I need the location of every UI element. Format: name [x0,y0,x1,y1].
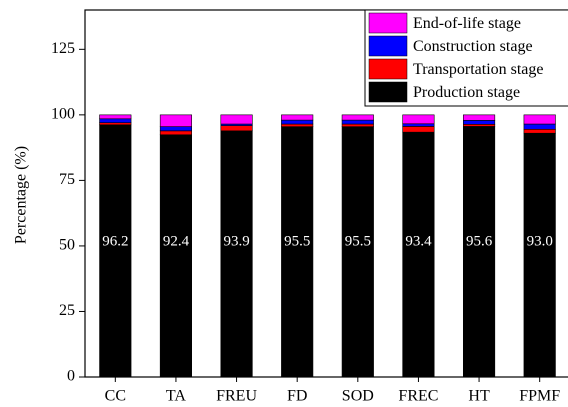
x-tick-label: TA [166,388,186,405]
value-label: 93.0 [527,233,553,249]
bar-segment [402,126,435,133]
bar-segment [281,114,314,121]
x-tick-label: FPMF [519,388,560,405]
bar-segment [402,131,435,378]
value-label: 95.5 [284,233,310,249]
x-tick-label: CC [105,388,126,405]
bar-segment [159,126,193,132]
bar-segment [462,126,496,378]
y-tick-label: 0 [67,368,75,385]
value-label: 96.2 [102,233,128,249]
bar-segment [462,123,496,127]
bar-segment [523,123,556,130]
legend-label: End-of-life stage [413,15,521,32]
x-tick-label: FREU [216,388,257,405]
legend-label: Transportation stage [413,61,544,78]
x-tick-label: FREC [398,388,438,405]
legend-swatch [368,58,408,80]
value-label: 92.4 [163,233,190,249]
bar-segment [99,124,132,378]
bar-segment [462,114,496,121]
y-tick-label: 100 [51,106,75,123]
bar-segment [99,118,132,124]
legend-swatch [368,12,408,34]
x-tick-label: FD [287,388,307,405]
bar-segment [462,120,496,125]
bar-segment [159,114,193,127]
value-label: 95.5 [345,233,371,249]
bar-segment [281,126,314,378]
x-tick-label: HT [468,388,490,405]
bar-segment [341,114,374,121]
bar-segment [341,123,374,127]
y-tick-label: 50 [59,237,75,254]
y-tick-label: 25 [59,302,75,319]
bar-segment [402,123,435,127]
legend-label: Production stage [413,84,520,101]
legend-swatch [368,35,408,57]
bar-segment [341,126,374,378]
bar-segment [281,123,314,127]
bar-segment [99,114,132,120]
y-tick-label: 75 [59,171,75,188]
bar-segment [220,130,253,378]
x-tick-label: SOD [342,388,374,405]
bar-segment [281,119,314,125]
bar-segment [341,119,374,125]
value-label: 93.9 [223,233,249,249]
bar-segment [220,114,253,125]
plot-frame [84,9,568,378]
bar-segment [220,125,253,132]
legend-swatch [368,81,408,103]
y-axis-label: Percentage (%) [13,146,30,244]
y-tick-label: 125 [51,40,75,57]
bar-segment [159,130,193,136]
bar-segment [159,134,193,378]
bar-segment [99,122,132,126]
bar-segment [523,128,556,134]
value-label: 93.4 [405,233,432,249]
bar-segment [402,114,435,125]
bar-segment [523,114,556,125]
value-label: 95.6 [466,233,493,249]
legend-label: Construction stage [413,38,533,55]
bar-segment [523,132,556,378]
